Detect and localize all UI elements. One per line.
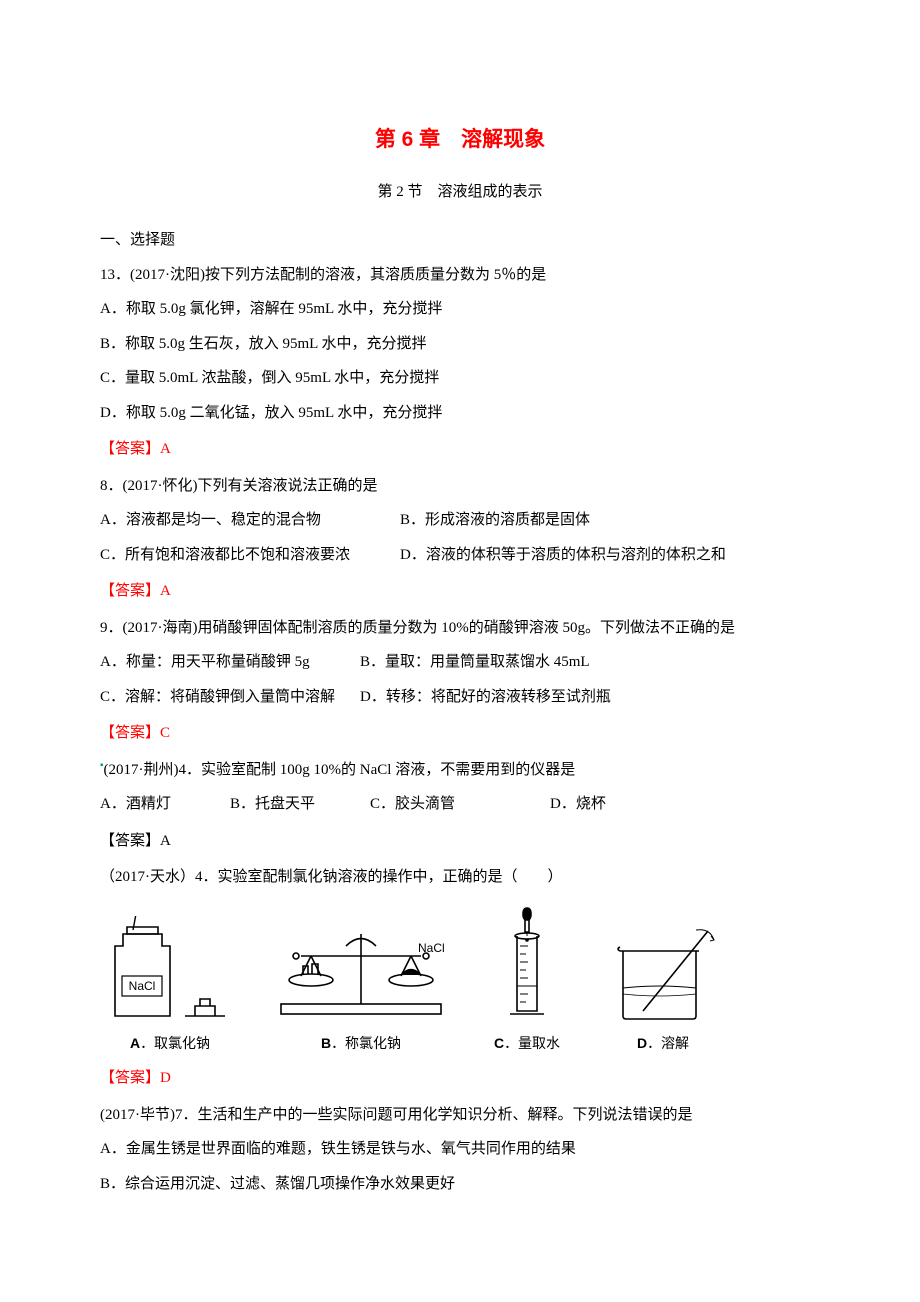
- question-jz4-option-b: B．托盘天平: [230, 790, 370, 819]
- question-13-stem: 13．(2017·沈阳)按下列方法配制的溶液，其溶质质量分数为 5％的是: [100, 261, 820, 290]
- beaker-stir-icon: [598, 916, 728, 1026]
- question-9-row2: C．溶解：将硝酸钾倒入量筒中溶解 D．转移：将配好的溶液转移至试剂瓶: [100, 683, 820, 712]
- section-title: 第 2 节 溶液组成的表示: [100, 178, 820, 207]
- question-jz4-stem: ▪(2017·荆州)4．实验室配制 100g 10%的 NaCl 溶液，不需要用…: [100, 756, 820, 785]
- question-9-option-a: A．称量：用天平称量硝酸钾 5g: [100, 648, 360, 677]
- section-heading: 一、选择题: [100, 226, 820, 255]
- question-ts4-stem: （2017·天水）4．实验室配制氯化钠溶液的操作中，正确的是（ ）: [100, 863, 820, 892]
- figure-row: NaCl A．取氯化钠: [100, 906, 820, 1057]
- graduated-cylinder-dropper-icon: [482, 906, 572, 1026]
- question-13-option-b: B．称取 5.0g 生石灰，放入 95mL 水中，充分搅拌: [100, 330, 820, 359]
- question-13-option-d: D．称取 5.0g 二氧化锰，放入 95mL 水中，充分搅拌: [100, 399, 820, 428]
- question-8-option-d: D．溶液的体积等于溶质的体积与溶剂的体积之和: [400, 541, 726, 570]
- figure-a: NaCl A．取氯化钠: [100, 916, 240, 1057]
- question-9-option-d: D．转移：将配好的溶液转移至试剂瓶: [360, 683, 611, 712]
- question-9-stem: 9．(2017·海南)用硝酸钾固体配制溶质的质量分数为 10%的硝酸钾溶液 50…: [100, 614, 820, 643]
- nacl-label-balance: NaCl: [418, 941, 445, 955]
- question-8-option-b: B．形成溶液的溶质都是固体: [400, 506, 590, 535]
- balance-icon: NaCl: [266, 916, 456, 1026]
- figure-d: D．溶解: [598, 916, 728, 1057]
- question-bj7-stem: (2017·毕节)7．生活和生产中的一些实际问题可用化学知识分析、解释。下列说法…: [100, 1101, 820, 1130]
- figure-d-caption: D．溶解: [637, 1030, 689, 1057]
- question-13-option-a: A．称取 5.0g 氯化钾，溶解在 95mL 水中，充分搅拌: [100, 295, 820, 324]
- question-8-stem: 8．(2017·怀化)下列有关溶液说法正确的是: [100, 472, 820, 501]
- question-jz4-option-a: A．酒精灯: [100, 790, 230, 819]
- question-jz4-option-d: D．烧杯: [550, 790, 606, 819]
- question-jz4-answer: 【答案】A: [100, 827, 820, 856]
- question-bj7-option-b: B．综合运用沉淀、过滤、蒸馏几项操作净水效果更好: [100, 1170, 820, 1199]
- question-8-row2: C．所有饱和溶液都比不饱和溶液要浓 D．溶液的体积等于溶质的体积与溶剂的体积之和: [100, 541, 820, 570]
- bottle-spoon-icon: NaCl: [100, 916, 240, 1026]
- question-8-row1: A．溶液都是均一、稳定的混合物 B．形成溶液的溶质都是固体: [100, 506, 820, 535]
- question-9-option-c: C．溶解：将硝酸钾倒入量筒中溶解: [100, 683, 360, 712]
- question-13-option-c: C．量取 5.0mL 浓盐酸，倒入 95mL 水中，充分搅拌: [100, 364, 820, 393]
- figure-c-caption: C．量取水: [494, 1030, 560, 1057]
- question-jz4-option-c: C．胶头滴管: [370, 790, 550, 819]
- figure-a-caption: A．取氯化钠: [130, 1030, 210, 1057]
- chapter-title: 第 6 章 溶解现象: [100, 120, 820, 160]
- question-jz4-row: A．酒精灯 B．托盘天平 C．胶头滴管 D．烧杯: [100, 790, 820, 819]
- page: 第 6 章 溶解现象 第 2 节 溶液组成的表示 一、选择题 13．(2017·…: [0, 0, 920, 1302]
- figure-b: NaCl B．称氯化钠: [266, 916, 456, 1057]
- question-13-answer: 【答案】A: [100, 435, 820, 464]
- question-bj7-option-a: A．金属生锈是世界面临的难题，铁生锈是铁与水、氧气共同作用的结果: [100, 1135, 820, 1164]
- question-9-option-b: B．量取：用量筒量取蒸馏水 45mL: [360, 648, 590, 677]
- question-jz4-stem-text: (2017·荆州)4．实验室配制 100g 10%的 NaCl 溶液，不需要用到…: [104, 762, 576, 778]
- question-8-answer: 【答案】A: [100, 577, 820, 606]
- question-8-option-a: A．溶液都是均一、稳定的混合物: [100, 506, 400, 535]
- question-8-option-c: C．所有饱和溶液都比不饱和溶液要浓: [100, 541, 400, 570]
- question-ts4-answer: 【答案】D: [100, 1064, 820, 1093]
- question-9-answer: 【答案】C: [100, 719, 820, 748]
- question-9-row1: A．称量：用天平称量硝酸钾 5g B．量取：用量筒量取蒸馏水 45mL: [100, 648, 820, 677]
- figure-c: C．量取水: [482, 906, 572, 1057]
- nacl-label-bottle: NaCl: [129, 979, 156, 993]
- figure-b-caption: B．称氯化钠: [321, 1030, 401, 1057]
